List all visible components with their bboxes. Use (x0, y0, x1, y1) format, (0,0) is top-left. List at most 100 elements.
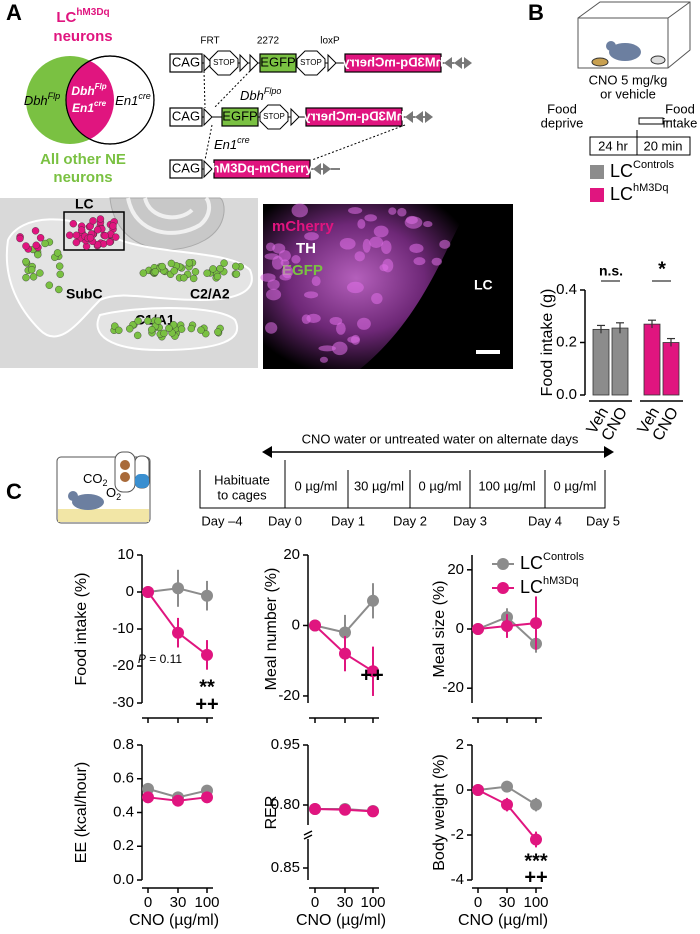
neuron-dot (72, 238, 81, 247)
annotation: ++ (360, 664, 383, 686)
data-point (309, 803, 321, 815)
y-tick-label: 0.95 (271, 736, 300, 753)
y-axis-label: Food intake (g) (539, 289, 556, 397)
y-tick-label: -20 (442, 679, 464, 696)
neuron-dot (34, 250, 42, 259)
duration: 20 min (643, 138, 682, 153)
data-point (367, 805, 379, 818)
y-axis-label: Body weight (%) (431, 754, 448, 871)
text: O (106, 485, 116, 500)
x-axis-label: CNO (µg/ml) (296, 912, 386, 929)
neuron-dot (160, 329, 168, 338)
neuron-dot (134, 317, 142, 325)
cell-signal (336, 322, 346, 335)
cell-signal (431, 257, 443, 266)
data-point (501, 620, 513, 633)
cell-signal (318, 345, 336, 352)
legend-label: LChM3Dq (520, 575, 578, 597)
neuron-dot (96, 215, 105, 223)
text: Dbh (240, 88, 264, 103)
cell-signal (304, 232, 319, 241)
neuron-dot (69, 220, 77, 228)
annotation: ++ (524, 866, 547, 888)
timeline-label: Food (547, 101, 577, 116)
data-point (339, 647, 351, 660)
y-axis-label: Meal size (%) (431, 581, 448, 678)
site-label: loxP (320, 36, 340, 47)
panel-label: C (6, 479, 22, 504)
neuron-dot (101, 232, 109, 240)
neuron-dot (139, 269, 148, 277)
cell-signal (332, 341, 348, 356)
cell-signal (319, 356, 329, 363)
subscript: 2 (103, 478, 108, 488)
y-tick-label: 0.0 (113, 871, 134, 888)
x-tick-label: 0 (144, 894, 152, 911)
data-point (142, 782, 154, 795)
cerebellum-fold (143, 197, 194, 220)
neuron-dot (220, 259, 228, 267)
neuron-dot (65, 231, 74, 239)
data-point (309, 619, 321, 632)
cell-signal (373, 225, 389, 238)
annotation: n.s. (599, 263, 623, 279)
cell-signal (382, 258, 394, 273)
y-tick-label: 0.8 (113, 736, 134, 753)
neuron-dot (126, 325, 134, 333)
text: Dbh (71, 84, 94, 98)
legend-label: LCControls (610, 159, 674, 181)
neuron-dot (36, 269, 44, 277)
promoter: CAG (172, 108, 200, 123)
payload: hM3Dq-mCherry (211, 160, 313, 175)
recombination-site (415, 111, 423, 123)
recombination-site (203, 53, 213, 73)
cerebellum (109, 197, 225, 251)
recombination-site (290, 107, 300, 127)
recombination-site (405, 111, 413, 123)
dashed-guide (203, 70, 206, 109)
neuron-dot (77, 226, 86, 234)
region-label: LC (474, 277, 493, 293)
data-point (367, 665, 379, 678)
legend-marker (497, 582, 509, 594)
neuron-dot (27, 266, 36, 274)
text: = 0.11 (146, 652, 182, 666)
recombination-site (425, 111, 433, 123)
y-tick-label: -20 (112, 657, 134, 674)
neuron-dot (109, 222, 117, 230)
cell-signal (311, 276, 321, 287)
cage (577, 1, 691, 69)
neuron-dot (209, 265, 217, 273)
data-point (339, 626, 351, 639)
superscript: cre (237, 135, 250, 145)
y-tick-label: 0.2 (556, 333, 577, 350)
x-tick-label: 0 (474, 894, 482, 911)
site-label: FRT (200, 36, 219, 47)
day-label: Day 1 (331, 513, 365, 528)
y-tick-label: 0 (126, 583, 134, 600)
cell-signal (291, 203, 308, 218)
superscript: Flp (48, 91, 61, 101)
cell-signal (291, 255, 301, 264)
superscript: Flpo (264, 86, 282, 96)
recombination-site (239, 53, 249, 73)
venn-label: DbhFlp (71, 82, 106, 98)
neuron-dot (187, 324, 196, 333)
x-axis-label: CNO (µg/ml) (458, 912, 548, 929)
promoter: CAG (172, 54, 200, 69)
annotation: ++ (195, 693, 218, 715)
dose-text: or vehicle (600, 86, 656, 101)
neuron-dot (106, 238, 114, 246)
reporter: EGFP (222, 108, 257, 123)
cell-signal (364, 214, 377, 222)
y-tick-label: 20 (283, 546, 300, 563)
italic-text: P (138, 652, 146, 666)
payload-box (213, 159, 311, 179)
y-tick-label: 20 (447, 561, 464, 578)
cell-signal (265, 322, 278, 334)
data-point (339, 803, 351, 816)
neuron-dot (151, 268, 159, 276)
promoter-box (169, 159, 203, 179)
data-point (472, 784, 484, 796)
